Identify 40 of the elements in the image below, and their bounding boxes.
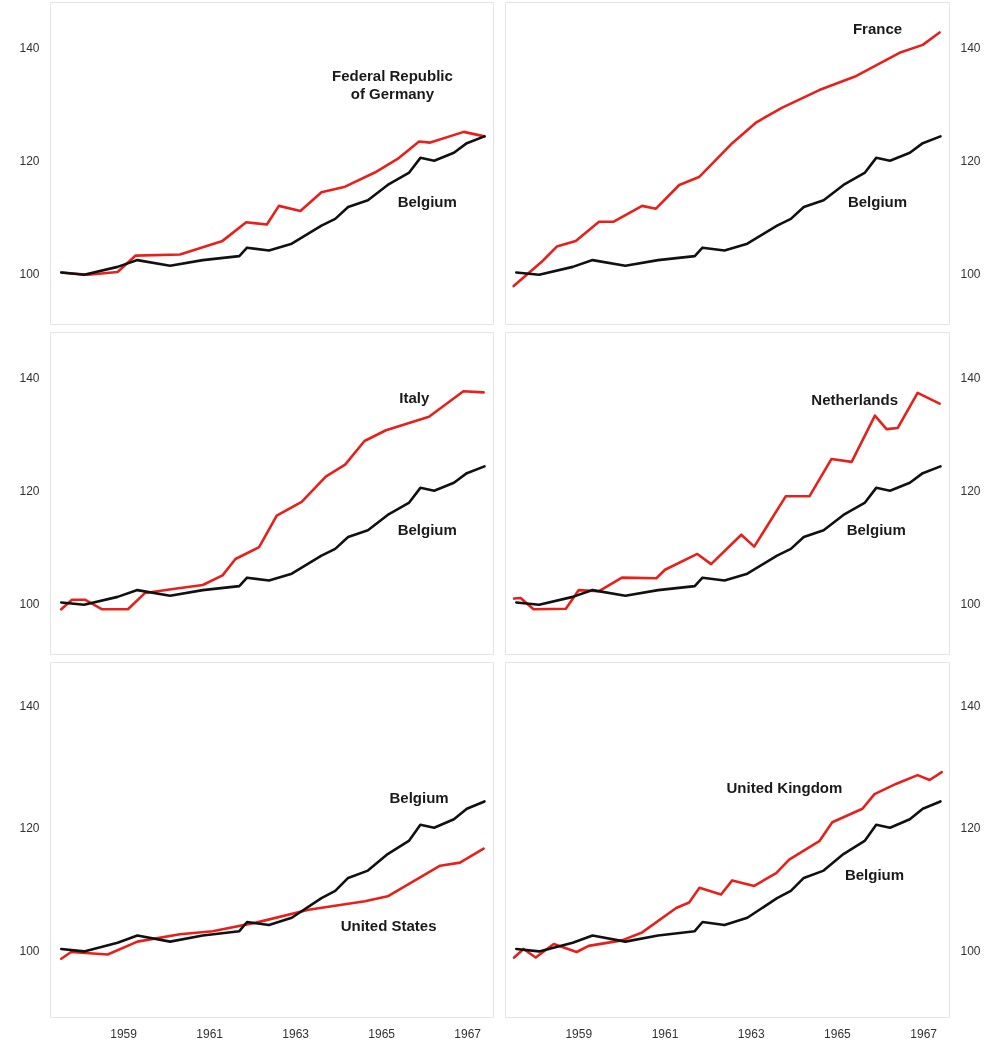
y-tick-label: 140 <box>19 371 40 386</box>
x-tick-label: 1965 <box>824 1026 852 1041</box>
series-label: Belgium <box>847 192 908 210</box>
x-tick-label: 1963 <box>282 1026 310 1041</box>
series-label: United Kingdom <box>726 778 843 796</box>
series-label: Belgium <box>397 192 457 210</box>
y-tick-label: 100 <box>19 943 40 958</box>
y-tick-label: 120 <box>19 821 40 836</box>
y-tick-label: 140 <box>19 698 40 713</box>
series-label: United States <box>340 916 437 934</box>
x-tick-label: 1959 <box>110 1026 138 1041</box>
x-tick-label: 1967 <box>910 1026 938 1041</box>
series-label: Belgium <box>397 520 457 538</box>
y-tick-label: 120 <box>960 821 981 836</box>
text: Federal Republic of Germany <box>332 66 453 103</box>
y-tick-label: 120 <box>19 484 40 499</box>
series-label: Netherlands <box>811 390 899 408</box>
x-tick-label: 1967 <box>454 1026 482 1041</box>
series-label: France <box>852 19 903 37</box>
y-tick-label: 100 <box>960 267 981 282</box>
y-tick-label: 100 <box>19 267 40 282</box>
y-tick-label: 120 <box>960 484 981 499</box>
series-label: Belgium <box>389 788 449 806</box>
x-tick-label: 1965 <box>368 1026 396 1041</box>
x-tick-label: 1961 <box>651 1026 679 1041</box>
x-tick-label: 1959 <box>565 1026 593 1041</box>
y-tick-label: 140 <box>960 698 981 713</box>
series-label: Italy <box>399 388 431 406</box>
y-tick-label: 120 <box>19 154 40 169</box>
x-tick-label: 1961 <box>196 1026 224 1041</box>
y-tick-label: 100 <box>960 943 981 958</box>
x-tick-label: 1963 <box>737 1026 765 1041</box>
series-label: Belgium <box>844 865 905 883</box>
series-label: Belgium <box>846 520 906 538</box>
y-tick-label: 100 <box>19 597 40 612</box>
y-tick-label: 140 <box>19 41 40 56</box>
y-tick-label: 120 <box>960 154 981 169</box>
y-tick-label: 140 <box>960 371 981 386</box>
y-tick-label: 140 <box>960 41 981 56</box>
y-tick-label: 100 <box>960 597 981 612</box>
